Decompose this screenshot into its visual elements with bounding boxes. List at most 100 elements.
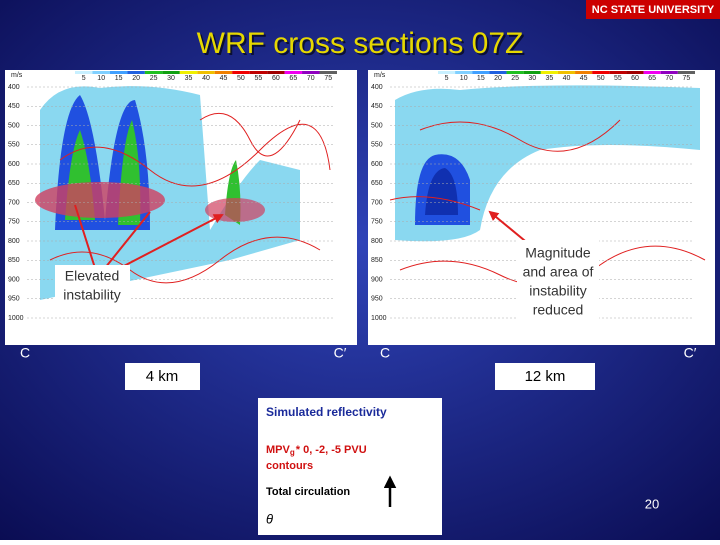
colorbar-swatch xyxy=(677,71,695,74)
section-end: C xyxy=(380,345,390,361)
colorbar-label: 45 xyxy=(220,75,228,82)
colorbar-swatch xyxy=(557,71,576,74)
colorbar-label: 40 xyxy=(563,75,571,82)
section-end: C′ xyxy=(684,345,697,361)
legend-mpv: MPVg* 0, -2, -5 PVU xyxy=(266,444,367,457)
annotation-box xyxy=(55,265,130,305)
colorbar-swatch xyxy=(179,71,198,74)
colorbar-label: 10 xyxy=(460,75,468,82)
colorbar-swatch xyxy=(660,71,678,74)
colorbar-swatch xyxy=(472,71,490,74)
colorbar-label: 65 xyxy=(289,75,297,82)
colorbar-label: 25 xyxy=(511,75,519,82)
colorbar-label: 35 xyxy=(185,75,193,82)
colorbar-label: 35 xyxy=(545,75,553,82)
colorbar-swatch xyxy=(162,71,180,74)
colorbar-label: 45 xyxy=(580,75,588,82)
annotation: instability xyxy=(529,283,587,299)
colorbar-swatch xyxy=(249,71,268,74)
pressure-label: 1000 xyxy=(8,315,24,322)
unit-label: m/s xyxy=(11,72,23,79)
colorbar-swatch xyxy=(489,71,507,74)
colorbar-label: 75 xyxy=(683,75,691,82)
pressure-label: 800 xyxy=(8,238,20,245)
pressure-label: 850 xyxy=(8,257,20,264)
pressure-label: 500 xyxy=(8,122,20,129)
colorbar-swatch xyxy=(197,71,215,74)
scale-label: 12 km xyxy=(525,368,566,385)
annotation: and area of xyxy=(523,264,594,280)
pressure-label: 500 xyxy=(371,122,383,129)
scale-box xyxy=(125,363,200,390)
colorbar-label: 50 xyxy=(237,75,245,82)
colorbar-label: 70 xyxy=(307,75,315,82)
pressure-label: 600 xyxy=(371,161,383,168)
scale-box xyxy=(495,363,595,390)
pressure-label: 900 xyxy=(8,276,20,283)
pressure-label: 750 xyxy=(8,219,20,226)
instability xyxy=(35,182,165,218)
colorbar-swatch xyxy=(455,71,473,74)
colorbar-label: 30 xyxy=(528,75,536,82)
pressure-label: 950 xyxy=(8,296,20,303)
colorbar-label: 25 xyxy=(150,75,158,82)
colorbar-swatch xyxy=(267,71,285,74)
logo-box xyxy=(586,0,720,19)
colorbar-swatch xyxy=(506,71,524,74)
colorbar-label: 20 xyxy=(494,75,502,82)
colorbar-swatch xyxy=(438,71,456,74)
pressure-label: 600 xyxy=(8,161,20,168)
pressure-label: 700 xyxy=(371,199,383,206)
page-number: 20 xyxy=(645,496,659,511)
colorbar-label: 5 xyxy=(445,75,449,82)
pressure-label: 650 xyxy=(8,180,20,187)
pressure-label: 1000 xyxy=(371,315,387,322)
colorbar-swatch xyxy=(592,71,610,74)
colorbar-label: 75 xyxy=(324,75,332,82)
annotation: instability xyxy=(63,287,121,303)
colorbar-swatch xyxy=(575,71,593,74)
arrow xyxy=(74,204,222,269)
colorbar-swatch xyxy=(626,71,644,74)
pressure-label: 900 xyxy=(371,276,383,283)
pressure-label: 450 xyxy=(371,103,383,110)
colorbar-label: 55 xyxy=(614,75,622,82)
reflectivity xyxy=(425,168,458,215)
title: WRF cross sections 07Z xyxy=(197,27,524,60)
colorbar-swatch xyxy=(523,71,541,74)
scale-label: 4 km xyxy=(146,368,179,385)
colorbar-label: 55 xyxy=(255,75,263,82)
arrow xyxy=(488,210,531,246)
pressure-label: 950 xyxy=(371,296,383,303)
pressure-label: 400 xyxy=(371,84,383,91)
legend-box xyxy=(258,398,442,535)
annotation-box xyxy=(517,240,599,323)
colorbar-swatch xyxy=(284,71,303,74)
colorbar-label: 15 xyxy=(477,75,485,82)
colorbar-label: 65 xyxy=(648,75,656,82)
annotation: Elevated xyxy=(65,268,119,284)
reflectivity xyxy=(40,86,300,301)
title-shadow: WRF cross sections 07Z xyxy=(199,29,526,62)
colorbar-swatch xyxy=(609,71,627,74)
pressure-label: 550 xyxy=(8,142,20,149)
colorbar-swatch xyxy=(127,71,145,74)
colorbar-label: 30 xyxy=(167,75,175,82)
colorbar-swatch xyxy=(214,71,233,74)
colorbar-label: 20 xyxy=(132,75,140,82)
logo: NC STATE UNIVERSITY xyxy=(592,4,715,16)
pressure-label: 700 xyxy=(8,199,20,206)
pressure-label: 550 xyxy=(371,142,383,149)
annotation: reduced xyxy=(533,302,584,318)
colorbar-swatch xyxy=(643,71,661,74)
annotation: Magnitude xyxy=(525,245,591,261)
pressure-label: 450 xyxy=(8,103,20,110)
colorbar-label: 60 xyxy=(272,75,280,82)
legend-circulation: Total circulation xyxy=(266,486,350,498)
pressure-label: 800 xyxy=(371,238,383,245)
colorbar-label: 70 xyxy=(665,75,673,82)
colorbar-label: 15 xyxy=(115,75,123,82)
colorbar-swatch xyxy=(232,71,250,74)
pressure-label: 850 xyxy=(371,257,383,264)
